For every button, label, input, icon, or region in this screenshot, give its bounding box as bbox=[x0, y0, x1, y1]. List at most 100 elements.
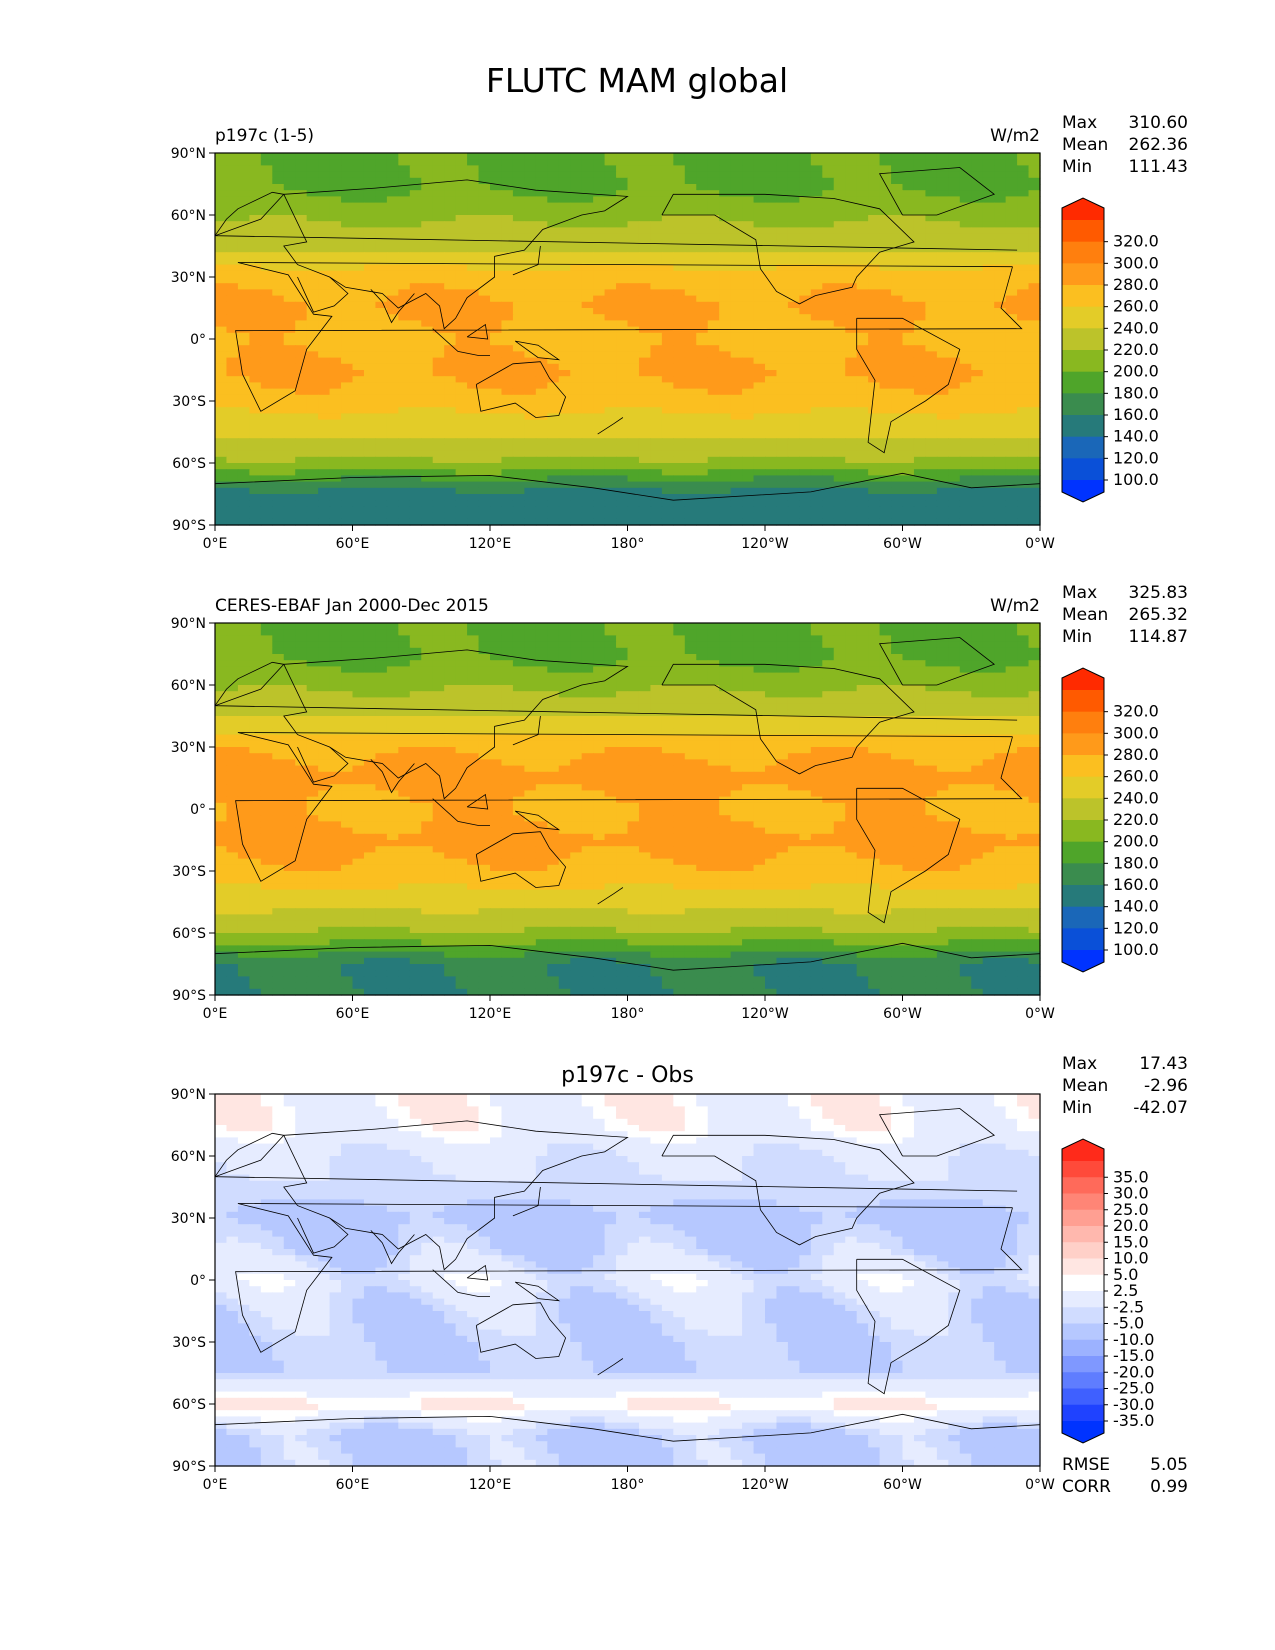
field-cell bbox=[283, 432, 296, 439]
field-cell bbox=[570, 635, 583, 643]
field-cell bbox=[982, 500, 995, 507]
field-cell bbox=[868, 332, 881, 340]
field-cell bbox=[249, 518, 262, 526]
field-cell bbox=[879, 264, 892, 272]
field-cell bbox=[810, 246, 823, 253]
field-cell bbox=[524, 463, 537, 470]
field-cell bbox=[570, 512, 583, 520]
field-cell bbox=[879, 438, 892, 445]
field-cell bbox=[558, 153, 571, 160]
field-cell bbox=[742, 208, 755, 216]
field-cell bbox=[822, 277, 835, 284]
field-cell bbox=[822, 623, 835, 630]
field-cell bbox=[959, 202, 972, 210]
field-cell bbox=[409, 518, 422, 526]
field-cell bbox=[501, 215, 514, 222]
field-cell bbox=[959, 382, 972, 390]
stat-value: 262.36 bbox=[1129, 135, 1188, 155]
field-cell bbox=[295, 301, 308, 309]
field-cell bbox=[547, 623, 560, 630]
field-cell bbox=[730, 357, 743, 365]
field-cell bbox=[799, 388, 812, 396]
field-cell bbox=[971, 469, 984, 476]
field-cell bbox=[501, 438, 514, 445]
field-cell bbox=[524, 258, 537, 266]
field-cell bbox=[925, 394, 938, 402]
field-cell bbox=[593, 370, 606, 377]
field-cell bbox=[306, 289, 319, 297]
field-cell bbox=[581, 239, 594, 247]
field-cell bbox=[879, 382, 892, 390]
field-cell bbox=[444, 376, 457, 383]
field-cell bbox=[501, 332, 514, 340]
field-cell bbox=[444, 314, 457, 321]
field-cell bbox=[822, 456, 835, 464]
field-cell bbox=[638, 425, 652, 433]
field-cell bbox=[753, 487, 766, 495]
field-cell bbox=[936, 301, 949, 309]
field-cell bbox=[306, 264, 319, 272]
field-cell bbox=[822, 295, 835, 303]
field-cell bbox=[638, 308, 652, 315]
field-cell bbox=[318, 295, 331, 303]
field-cell bbox=[352, 159, 365, 166]
field-cell bbox=[673, 438, 686, 445]
field-cell bbox=[879, 153, 892, 160]
field-cell bbox=[765, 500, 778, 507]
field-cell bbox=[765, 623, 778, 630]
field-cell bbox=[386, 339, 399, 346]
field-cell bbox=[237, 283, 250, 290]
field-cell bbox=[616, 382, 629, 390]
field-cell bbox=[318, 450, 331, 458]
field-cell bbox=[512, 623, 525, 630]
field-cell bbox=[1017, 196, 1030, 204]
field-cell bbox=[879, 425, 892, 433]
field-cell bbox=[386, 401, 399, 408]
field-cell bbox=[948, 419, 961, 427]
field-cell bbox=[260, 258, 273, 266]
field-cell bbox=[318, 444, 331, 452]
field-cell bbox=[994, 438, 1007, 445]
field-cell bbox=[547, 487, 560, 495]
field-cell bbox=[547, 289, 560, 297]
field-cell bbox=[994, 419, 1007, 427]
field-cell bbox=[661, 221, 674, 228]
field-cell bbox=[535, 475, 548, 483]
field-cell bbox=[776, 647, 789, 655]
field-cell bbox=[318, 208, 331, 216]
field-cell bbox=[742, 629, 755, 636]
field-cell bbox=[1028, 246, 1041, 253]
field-cell bbox=[684, 463, 697, 470]
field-cell bbox=[558, 289, 571, 297]
field-cell bbox=[386, 351, 399, 359]
field-cell bbox=[283, 270, 296, 278]
field-cell bbox=[386, 432, 399, 439]
field-cell bbox=[386, 654, 399, 661]
field-cell bbox=[742, 456, 755, 464]
field-cell bbox=[925, 314, 938, 321]
field-cell bbox=[994, 444, 1007, 452]
field-cell bbox=[765, 635, 778, 643]
field-cell bbox=[787, 239, 800, 247]
field-cell bbox=[226, 270, 239, 278]
field-cell bbox=[776, 654, 789, 661]
field-cell bbox=[226, 208, 239, 216]
field-cell bbox=[650, 215, 663, 222]
field-cell bbox=[581, 165, 594, 173]
field-cell bbox=[799, 641, 812, 649]
field-cell bbox=[684, 202, 697, 210]
field-cell bbox=[455, 382, 468, 390]
field-cell bbox=[398, 289, 411, 297]
field-cell bbox=[375, 363, 388, 371]
field-cell bbox=[260, 672, 273, 680]
field-cell bbox=[283, 165, 296, 173]
field-cell bbox=[432, 295, 445, 303]
field-cell bbox=[363, 221, 377, 228]
field-cell bbox=[1017, 647, 1030, 655]
field-cell bbox=[982, 623, 995, 630]
field-cell bbox=[260, 227, 273, 235]
field-cell bbox=[971, 159, 984, 166]
field-cell bbox=[948, 425, 961, 433]
field-cell bbox=[490, 438, 503, 445]
field-cell bbox=[226, 370, 239, 377]
